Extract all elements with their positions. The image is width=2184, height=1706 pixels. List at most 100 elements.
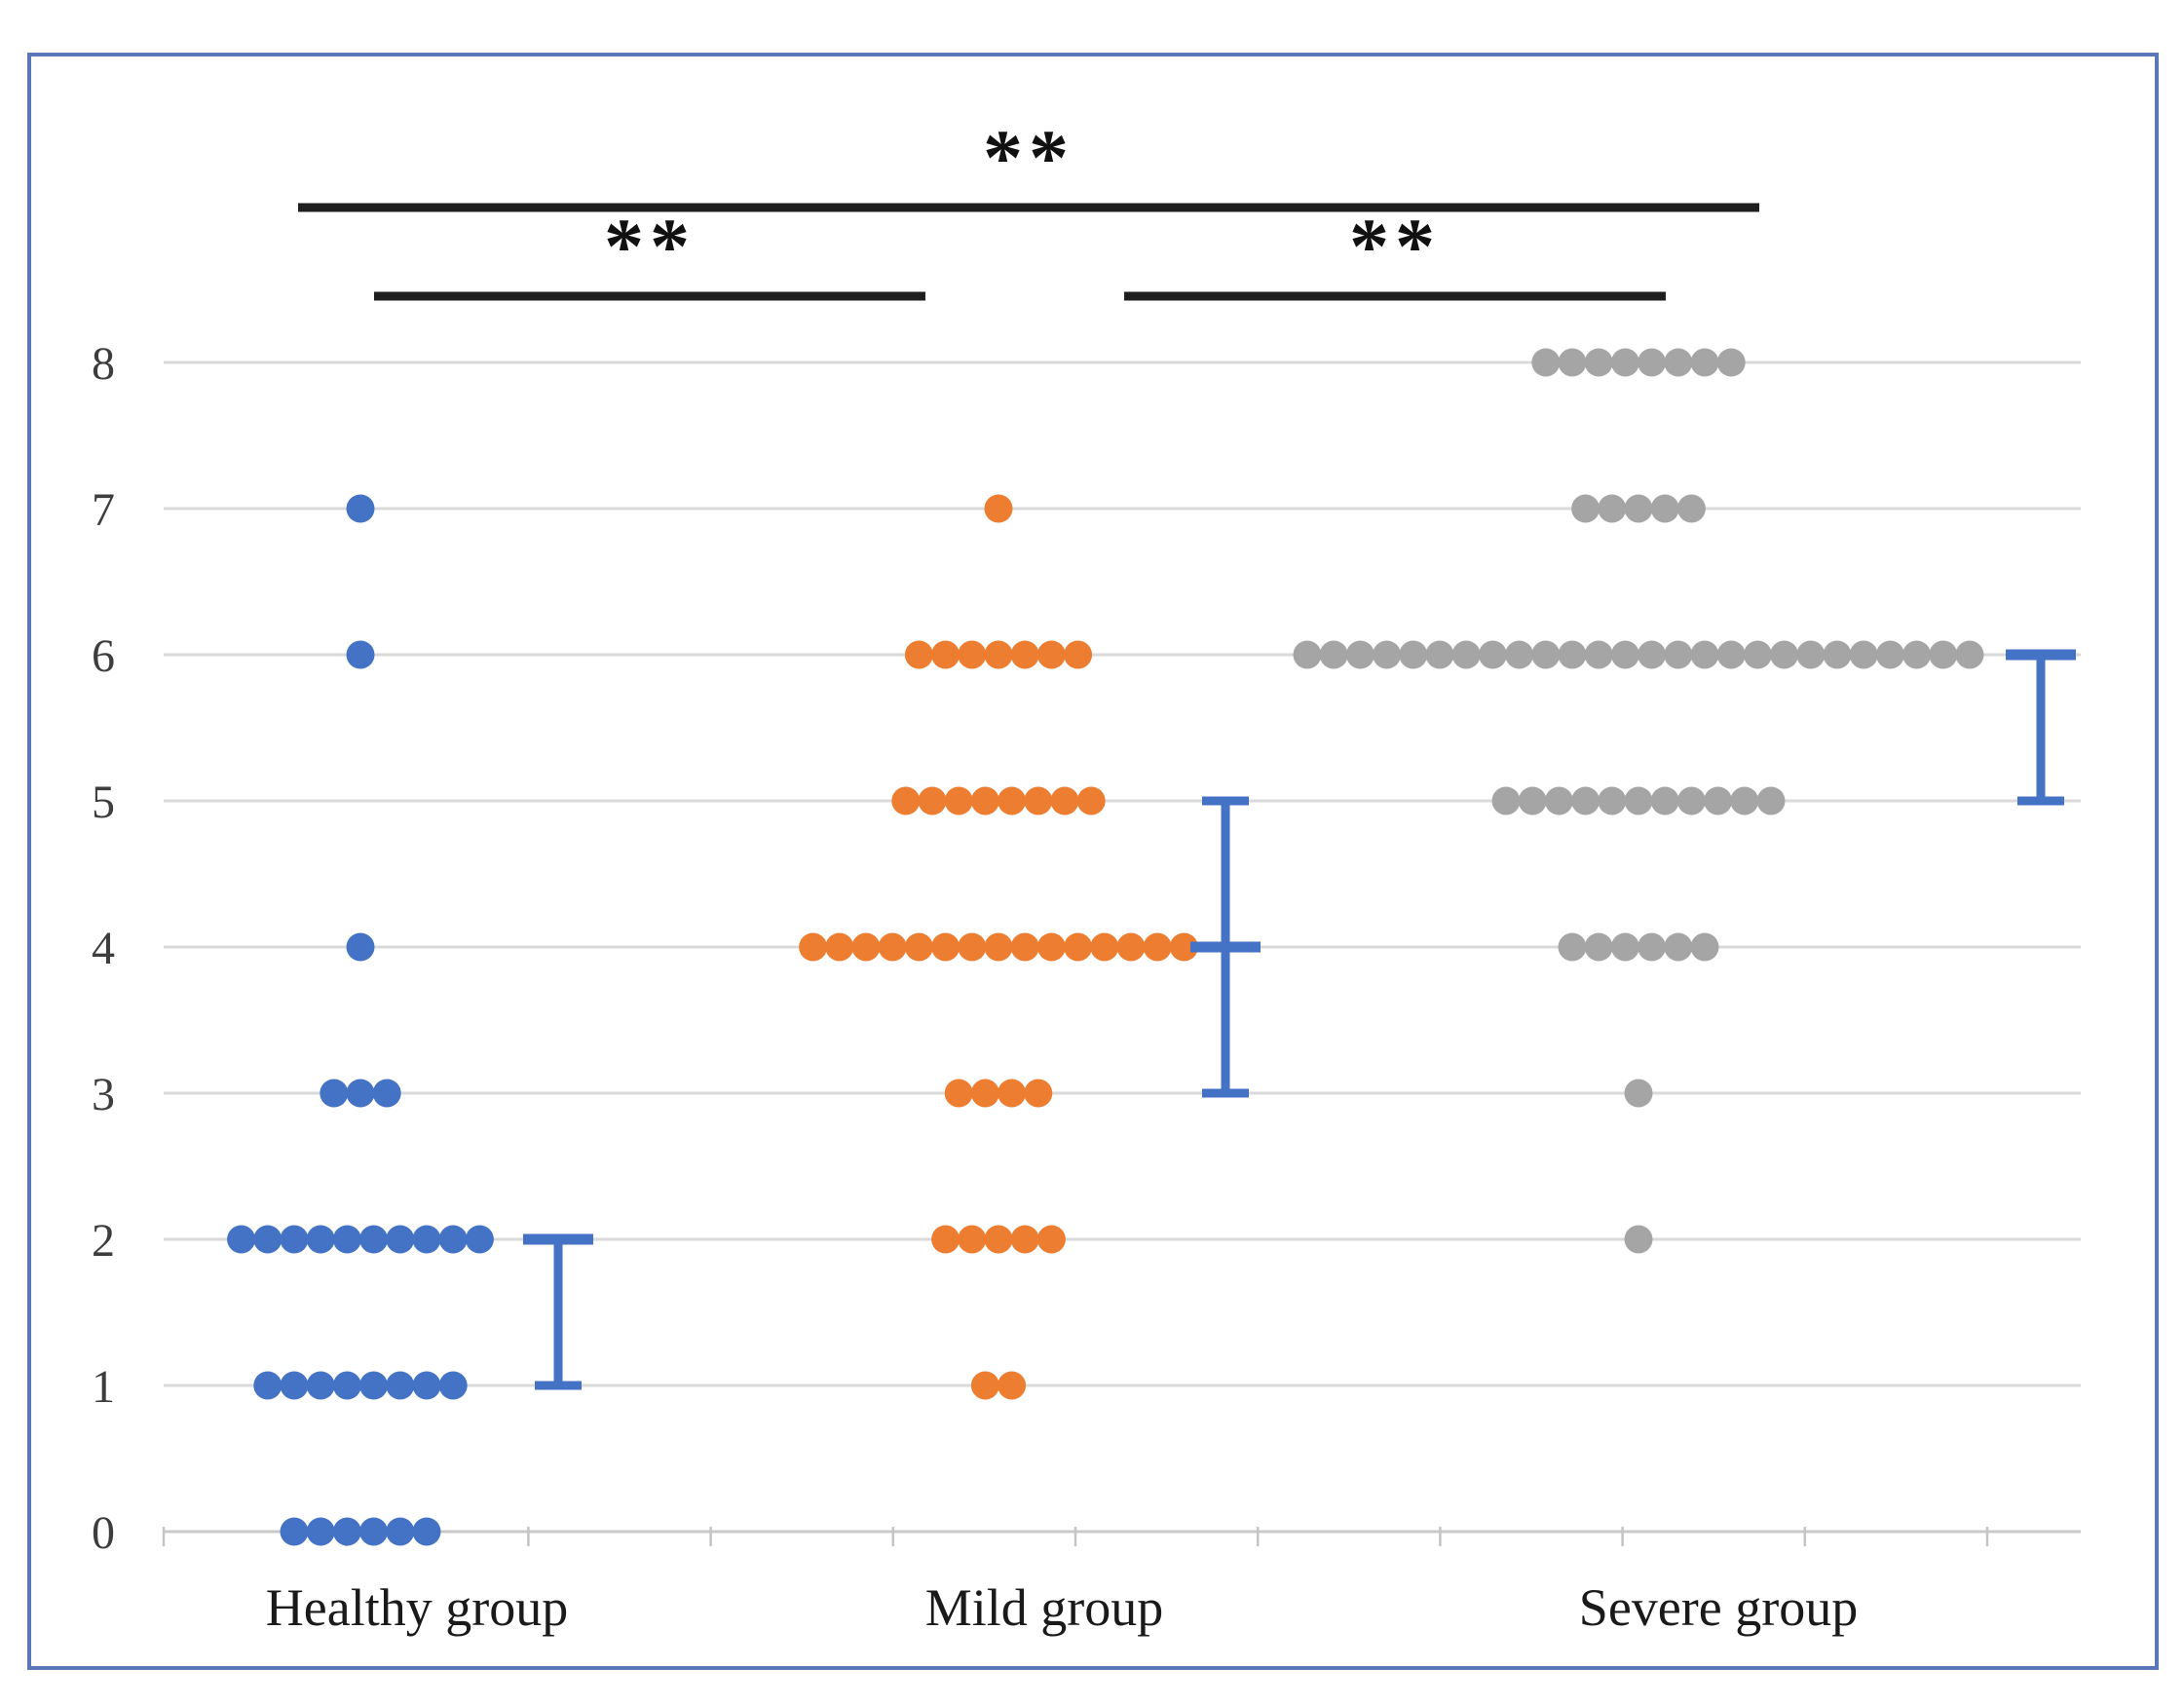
data-dot <box>386 1225 415 1254</box>
data-dot <box>984 494 1013 523</box>
data-dot <box>1743 640 1772 669</box>
data-dot <box>386 1517 415 1546</box>
data-dot <box>346 932 375 962</box>
data-dot <box>1064 932 1093 962</box>
data-dot <box>1875 640 1904 669</box>
data-dot <box>280 1517 309 1546</box>
significance-label: ** <box>604 202 696 290</box>
data-dot <box>1373 640 1402 669</box>
data-dot <box>944 786 973 815</box>
data-dot <box>306 1225 335 1254</box>
data-dot <box>1638 932 1667 962</box>
data-dot <box>1584 348 1613 377</box>
data-dot <box>1558 640 1587 669</box>
data-dot <box>799 932 828 962</box>
data-dot <box>1610 932 1639 962</box>
group-labels-layer: Healthy group Mild group Severe group <box>266 1578 1858 1637</box>
data-dot <box>1116 932 1146 962</box>
error-bars-layer <box>523 649 2076 1390</box>
figure-border <box>27 53 2159 1670</box>
y-axis-tick-label: 1 <box>92 1361 115 1413</box>
data-dot <box>412 1225 441 1254</box>
data-dot <box>1598 494 1627 523</box>
data-dot <box>1478 640 1507 669</box>
data-dot <box>346 640 375 669</box>
data-dot <box>998 786 1027 815</box>
data-dot <box>1650 786 1679 815</box>
data-dot <box>970 1079 999 1108</box>
y-axis-tick-label: 8 <box>92 338 115 390</box>
data-dot <box>1716 348 1746 377</box>
data-dot <box>878 932 907 962</box>
data-dot <box>1796 640 1826 669</box>
data-dot <box>1491 786 1521 815</box>
data-dot <box>931 932 960 962</box>
data-dot <box>438 1371 468 1400</box>
data-dot <box>931 1225 960 1254</box>
data-dot <box>1756 786 1786 815</box>
data-dot <box>891 786 921 815</box>
data-dot <box>1598 786 1627 815</box>
data-dot <box>984 932 1013 962</box>
data-dot <box>332 1517 361 1546</box>
data-dot <box>1558 932 1587 962</box>
data-dot <box>1531 348 1561 377</box>
data-dot <box>1624 786 1653 815</box>
data-dot <box>1169 932 1198 962</box>
data-dot <box>412 1371 441 1400</box>
data-dot <box>1036 1225 1066 1254</box>
data-dot <box>918 786 947 815</box>
data-dot <box>359 1371 389 1400</box>
data-dot <box>1518 786 1547 815</box>
data-dot <box>1770 640 1799 669</box>
data-dot <box>1076 786 1106 815</box>
data-dot <box>1024 786 1053 815</box>
data-dot <box>1902 640 1932 669</box>
data-dot <box>465 1225 494 1254</box>
data-dot <box>306 1371 335 1400</box>
significance-label: ** <box>1349 202 1441 290</box>
data-dot <box>1624 1225 1653 1254</box>
dots-layer <box>227 348 1984 1546</box>
data-dot <box>1716 640 1746 669</box>
data-dot <box>1571 494 1600 523</box>
data-dot <box>1319 640 1348 669</box>
data-dot <box>320 1079 349 1108</box>
data-dot <box>1505 640 1534 669</box>
data-dot <box>984 640 1013 669</box>
data-dot <box>372 1079 401 1108</box>
data-dot <box>412 1517 441 1546</box>
data-dot <box>1584 640 1613 669</box>
data-dot <box>1823 640 1852 669</box>
data-dot <box>253 1371 282 1400</box>
data-dot <box>1676 494 1706 523</box>
data-dot <box>851 932 881 962</box>
y-axis-tick-label: 6 <box>92 630 115 682</box>
significance-label: ** <box>983 113 1074 202</box>
data-dot <box>958 1225 987 1254</box>
data-dot <box>1010 1225 1039 1254</box>
data-dot <box>1929 640 1958 669</box>
y-axis-tick-label: 7 <box>92 484 115 536</box>
group-label-mild: Mild group <box>925 1578 1164 1637</box>
data-dot <box>958 932 987 962</box>
data-dot <box>825 932 854 962</box>
data-dot <box>1690 348 1719 377</box>
data-dot <box>1638 348 1667 377</box>
data-dot <box>1544 786 1573 815</box>
data-dot <box>346 494 375 523</box>
data-dot <box>1584 932 1613 962</box>
data-dot <box>1010 932 1039 962</box>
data-dot <box>931 640 960 669</box>
data-dot <box>904 932 933 962</box>
data-dot <box>1849 640 1878 669</box>
data-dot <box>1624 494 1653 523</box>
data-dot <box>1399 640 1428 669</box>
data-dot <box>332 1225 361 1254</box>
data-dot <box>227 1225 256 1254</box>
data-dot <box>1638 640 1667 669</box>
group-label-severe: Severe group <box>1579 1578 1858 1637</box>
data-dot <box>1664 348 1693 377</box>
data-dot <box>1704 786 1733 815</box>
